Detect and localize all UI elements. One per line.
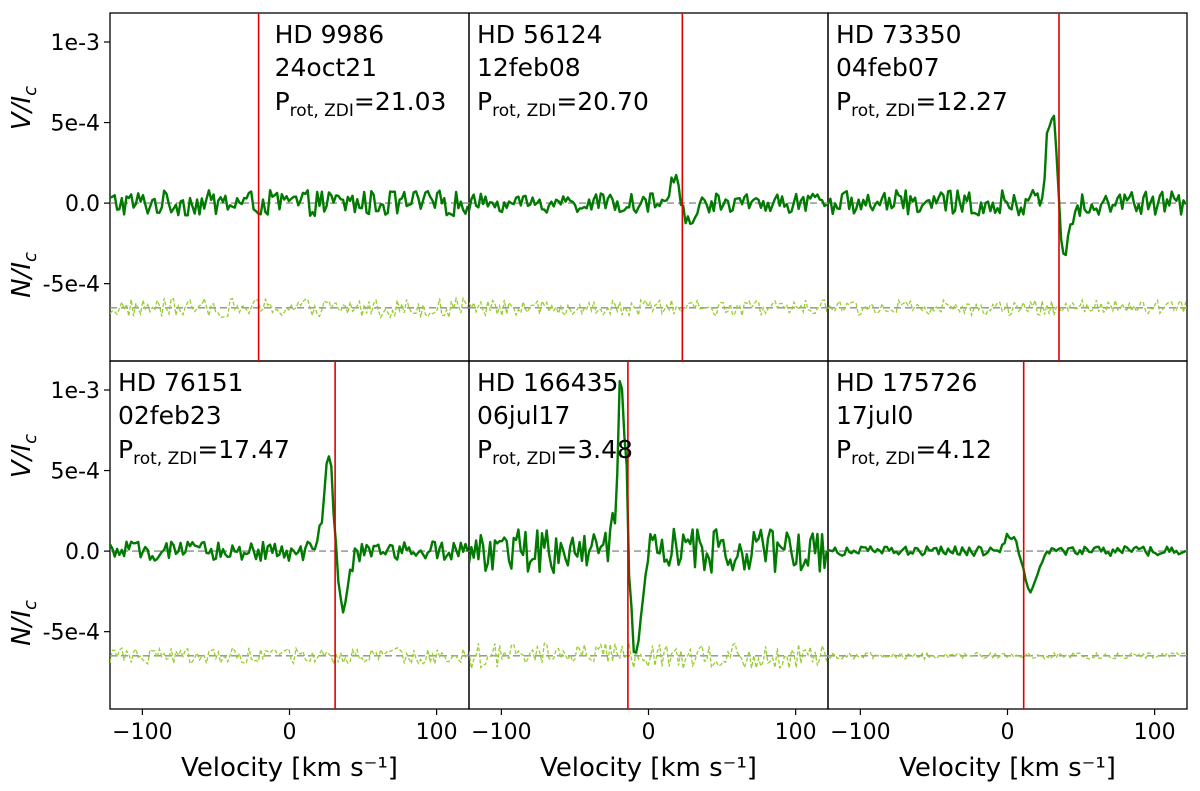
ytick-label-2-4: -5e-4 <box>43 621 100 646</box>
panel-2-plot <box>469 13 828 361</box>
panel-6-star: HD 175726 <box>836 368 977 397</box>
ytick-label-1-2: 5e-4 <box>51 112 100 137</box>
null-profile-2 <box>469 298 828 318</box>
panel-5-prot: Prot, ZDI=3.48 <box>477 435 633 469</box>
panel-3-star: HD 73350 <box>836 20 962 49</box>
panel-frames <box>109 12 1188 710</box>
panel-4-plot <box>110 361 469 709</box>
panel-3-plot <box>828 13 1187 361</box>
ytick-label-2-3: 0.0 <box>65 540 100 565</box>
ytick-label-1-4: -5e-4 <box>43 273 100 298</box>
stokes-v-profile-5 <box>469 379 828 654</box>
panel-1-star: HD 9986 <box>275 20 385 49</box>
null-profile-1 <box>110 296 469 320</box>
xtick-label-2-1: −100 <box>471 720 531 745</box>
stokes-v-profile-1 <box>110 189 469 218</box>
null-profile-6 <box>828 651 1186 661</box>
xlabel-3: Velocity [km s⁻¹] <box>899 753 1116 783</box>
panel-2-star: HD 56124 <box>477 20 603 49</box>
panel-3-prot: Prot, ZDI=12.27 <box>836 87 1008 121</box>
xtick-label-1-3: 100 <box>416 720 458 745</box>
null-profile-5 <box>469 642 828 670</box>
xtick-label-3-3: 100 <box>1134 720 1176 745</box>
panel-4-star: HD 76151 <box>118 368 244 397</box>
stokes-v-profile-2 <box>469 173 828 226</box>
text-layer: HD 9986 24oct21 Prot, ZDI=21.03 1e-3 5e-4 0.0… <box>7 20 1176 783</box>
panel-2-date: 12feb08 <box>477 53 581 82</box>
ylabel-v-2: V/Ic <box>7 434 41 478</box>
ytick-label-2-2: 5e-4 <box>51 460 100 485</box>
panel-5-star: HD 166435 <box>477 368 618 397</box>
stokes-v-profile-6 <box>828 532 1187 594</box>
panel-1-prot: Prot, ZDI=21.03 <box>275 87 447 121</box>
xtick-label-1-1: −100 <box>112 720 172 745</box>
panel-1-date: 24oct21 <box>275 53 377 82</box>
null-profile-3 <box>828 297 1187 318</box>
panel-2-prot: Prot, ZDI=20.70 <box>477 87 649 121</box>
null-profile-4 <box>110 646 469 667</box>
panel-6-plot <box>828 361 1187 709</box>
plot-layer <box>104 13 1187 715</box>
panel-1-plot <box>110 13 469 361</box>
xtick-label-3-2: 0 <box>1001 720 1015 745</box>
ylabel-n-1: N/Ic <box>7 252 41 298</box>
panel-5-plot <box>469 361 828 709</box>
panel-6-date: 17jul0 <box>836 401 913 430</box>
panel-3-date: 04feb07 <box>836 53 940 82</box>
ylabel-n-2: N/Ic <box>7 600 41 646</box>
ytick-label-1-1: 1e-3 <box>51 31 100 56</box>
xlabel-2: Velocity [km s⁻¹] <box>540 753 757 783</box>
ylabel-v-1: V/Ic <box>7 86 41 130</box>
xlabel-1: Velocity [km s⁻¹] <box>181 753 398 783</box>
panel-5-date: 06jul17 <box>477 401 570 430</box>
xtick-label-2-3: 100 <box>775 720 817 745</box>
xtick-label-1-2: 0 <box>283 720 297 745</box>
ytick-label-2-1: 1e-3 <box>51 379 100 404</box>
stokes-v-profile-4 <box>110 455 469 614</box>
panel-4-prot: Prot, ZDI=17.47 <box>118 435 290 469</box>
xtick-label-3-1: −100 <box>830 720 890 745</box>
panel-6-prot: Prot, ZDI=4.12 <box>836 435 992 469</box>
xtick-label-2-2: 0 <box>642 720 656 745</box>
ytick-label-1-3: 0.0 <box>65 192 100 217</box>
panel-4-date: 02feb23 <box>118 401 222 430</box>
stokes-v-profile-3 <box>828 114 1187 257</box>
